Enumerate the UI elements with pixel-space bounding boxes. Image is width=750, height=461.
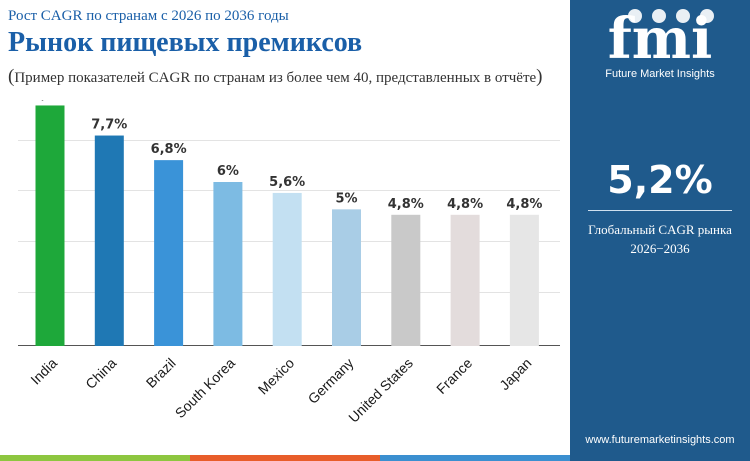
chart-subtitle: Рост CAGR по странам с 2026 по 2036 годы (8, 8, 289, 24)
value-label: 4,8% (447, 197, 483, 212)
category-label: Japan (496, 355, 534, 393)
global-cagr-label-line2: 2026−2036 (630, 241, 690, 256)
value-label: 6,8% (151, 142, 187, 157)
stripe-segment (570, 455, 750, 461)
value-label: 4,8% (388, 197, 424, 212)
global-cagr-value: 5,2% (607, 158, 713, 202)
stripe-segment (380, 455, 570, 461)
chart-title: Рынок пищевых премиксов (8, 27, 363, 58)
value-label: 6% (217, 164, 239, 179)
global-cagr-label: Глобальный CAGR рынка 2026−2036 (570, 220, 750, 258)
globe-dot-icon (652, 9, 666, 23)
bar-mexico (272, 192, 302, 346)
value-label: 4,8% (506, 197, 542, 212)
bar-chart: 8,8% 7,7% 6,8% 6% 5,6% 5% 4,8% 4,8% 4,8% India Ch… (18, 100, 560, 426)
bar-china (94, 135, 124, 346)
note-open-paren: ( (8, 66, 15, 87)
note-text: Пример показателей CAGR по странам из бо… (14, 70, 537, 86)
sidebar-panel: fmi Future Market Insights 5,2% Глобальн… (570, 0, 750, 461)
global-cagr-label-line1: Глобальный CAGR рынка (588, 222, 732, 237)
bars (35, 105, 539, 346)
globe-dot-icon (676, 9, 690, 23)
bar-india (35, 105, 65, 346)
fmi-logo: fmi (608, 8, 714, 66)
value-label: 5,6% (269, 175, 305, 190)
bar-brazil (154, 160, 184, 346)
value-label: 5% (335, 191, 357, 206)
category-label: France (433, 355, 475, 397)
category-label: China (82, 355, 119, 392)
category-label: South Korea (172, 355, 239, 422)
divider (588, 210, 732, 211)
value-label: 8,8% (32, 100, 68, 102)
bar-germany (332, 209, 361, 346)
category-label: Germany (305, 355, 357, 407)
globe-dot-icon (700, 9, 714, 23)
bar-france (450, 214, 480, 346)
value-labels: 8,8% 7,7% 6,8% 6% 5,6% 5% 4,8% 4,8% 4,8% (32, 100, 542, 212)
category-label: Mexico (255, 355, 298, 398)
note-close-paren: ) (536, 66, 543, 87)
bar-south-korea (213, 182, 243, 346)
category-label: India (27, 355, 60, 388)
brand-name: Future Market Insights (605, 68, 715, 80)
globe-dot-icon (628, 9, 642, 23)
website-link[interactable]: www.futuremarketinsights.com (585, 434, 735, 446)
stripe-segment (190, 455, 380, 461)
category-label: Brazil (143, 355, 179, 391)
bar-japan (509, 214, 539, 346)
stripe-segment (0, 455, 190, 461)
value-label: 7,7% (91, 118, 127, 133)
bar-united-states (391, 214, 421, 346)
chart-note: (Пример показателей CAGR по странам из б… (8, 66, 543, 88)
